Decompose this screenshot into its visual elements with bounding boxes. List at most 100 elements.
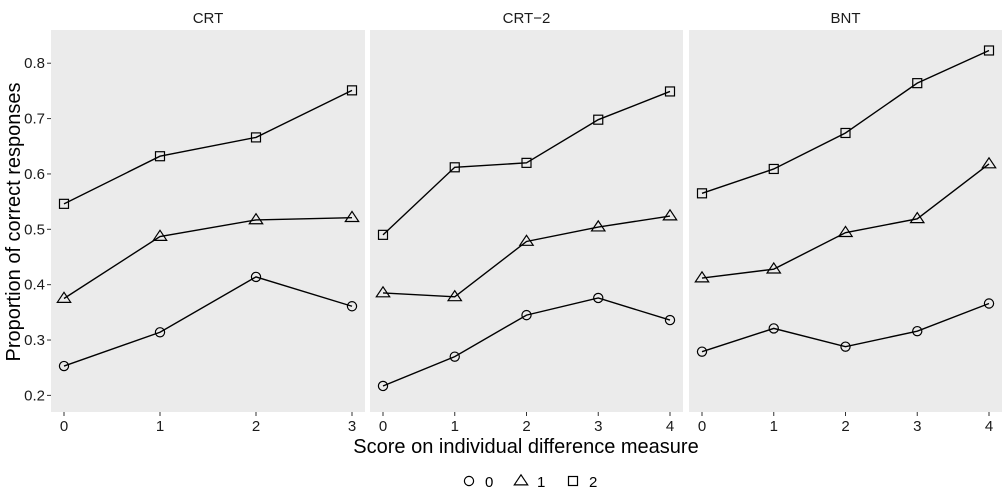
legend-item-1: 1 xyxy=(513,473,545,491)
y-tick-label: 0.3 xyxy=(24,332,45,349)
series-0 xyxy=(377,292,676,392)
data-point xyxy=(765,261,782,274)
data-point xyxy=(58,198,70,209)
series-line xyxy=(382,90,671,236)
series-1 xyxy=(694,156,997,283)
data-point xyxy=(250,271,262,283)
data-point xyxy=(521,157,532,168)
panels-layer: CRT 0 1 2 3 CRT−2 0 1 2 3 4 BNT 0 1 2 3 4 xyxy=(51,10,1002,435)
panel-title: BNT xyxy=(831,10,861,27)
legend-key-triangle xyxy=(513,473,529,486)
data-point xyxy=(58,360,70,372)
data-point xyxy=(981,156,997,169)
legend-label: 0 xyxy=(485,474,493,491)
x-tick-label: 3 xyxy=(348,418,356,435)
x-tick-label: 4 xyxy=(985,418,993,435)
x-tick-label: 2 xyxy=(841,418,849,435)
data-point xyxy=(912,78,923,89)
series-line xyxy=(63,216,353,300)
data-point xyxy=(446,289,463,302)
panel-title: CRT−2 xyxy=(503,10,551,27)
data-point xyxy=(152,229,168,241)
data-point xyxy=(590,219,607,232)
data-point xyxy=(768,163,779,175)
data-point xyxy=(983,45,995,56)
series-0 xyxy=(696,298,995,357)
legend: 0 1 2 xyxy=(463,473,597,491)
x-tick-label: 3 xyxy=(594,418,602,435)
legend-label: 2 xyxy=(589,474,597,491)
y-axis-title: Proportion of correct responses xyxy=(3,82,25,361)
data-point xyxy=(518,234,535,246)
data-point xyxy=(521,309,532,321)
series-1 xyxy=(375,208,678,302)
y-tick-label: 0.6 xyxy=(24,166,45,183)
y-tick-label: 0.8 xyxy=(24,55,45,72)
panel-title: CRT xyxy=(193,10,224,27)
legend-label: 1 xyxy=(537,474,545,491)
data-point xyxy=(248,212,264,225)
series-0 xyxy=(58,271,358,372)
data-point xyxy=(840,127,851,139)
x-tick-label: 0 xyxy=(698,418,706,435)
data-point xyxy=(696,188,708,199)
data-point xyxy=(909,211,926,224)
x-tick-label: 2 xyxy=(522,418,530,435)
panel-2: BNT 0 1 2 3 4 xyxy=(689,10,1002,435)
data-point xyxy=(346,301,358,312)
data-point xyxy=(449,162,460,173)
data-point xyxy=(664,314,676,326)
data-point xyxy=(912,325,923,337)
data-point xyxy=(593,292,604,304)
panel-1: CRT−2 0 1 2 3 4 xyxy=(370,10,683,435)
x-tick-label: 1 xyxy=(156,418,164,435)
data-point xyxy=(662,208,678,221)
panel-background xyxy=(51,30,365,412)
series-line xyxy=(382,215,671,298)
x-tick-label: 0 xyxy=(379,418,387,435)
x-axis-title: Score on individual difference measure xyxy=(353,436,698,458)
x-tick-label: 0 xyxy=(60,418,68,435)
y-tick-label: 0.7 xyxy=(24,111,45,128)
series-line xyxy=(701,49,990,194)
data-point xyxy=(344,210,360,223)
x-tick-label: 3 xyxy=(913,418,921,435)
series-2 xyxy=(58,85,358,209)
data-point xyxy=(696,346,708,357)
data-point xyxy=(154,327,166,338)
series-line xyxy=(701,163,990,279)
y-tick-label: 0.5 xyxy=(24,221,45,238)
legend-item-0: 0 xyxy=(463,474,493,491)
legend-key-square xyxy=(567,475,579,487)
series-line xyxy=(701,302,990,353)
data-point xyxy=(837,225,854,238)
data-point xyxy=(154,151,166,162)
data-point xyxy=(840,341,851,352)
series-2 xyxy=(377,86,676,240)
y-tick-label: 0.2 xyxy=(24,387,45,404)
data-point xyxy=(56,291,72,303)
legend-item-2: 2 xyxy=(567,474,597,491)
y-tick-label: 0.4 xyxy=(24,277,45,294)
y-axis: 0.2 0.3 0.4 0.5 0.6 0.7 0.8 xyxy=(24,55,51,404)
data-point xyxy=(694,270,710,283)
series-line xyxy=(63,276,353,367)
series-line xyxy=(63,89,353,205)
x-tick-label: 4 xyxy=(666,418,674,435)
series-2 xyxy=(696,45,995,199)
data-point xyxy=(377,380,389,392)
series-1 xyxy=(56,210,360,303)
x-tick-label: 1 xyxy=(451,418,459,435)
data-point xyxy=(449,351,460,362)
x-tick-label: 1 xyxy=(770,418,778,435)
panel-0: CRT 0 1 2 3 xyxy=(51,10,365,435)
data-point xyxy=(768,323,779,334)
legend-key-circle xyxy=(463,475,475,487)
data-point xyxy=(375,285,391,298)
panel-background xyxy=(689,30,1002,412)
panel-background xyxy=(370,30,683,412)
series-line xyxy=(382,297,671,387)
x-tick-label: 2 xyxy=(252,418,260,435)
data-point xyxy=(250,132,262,143)
